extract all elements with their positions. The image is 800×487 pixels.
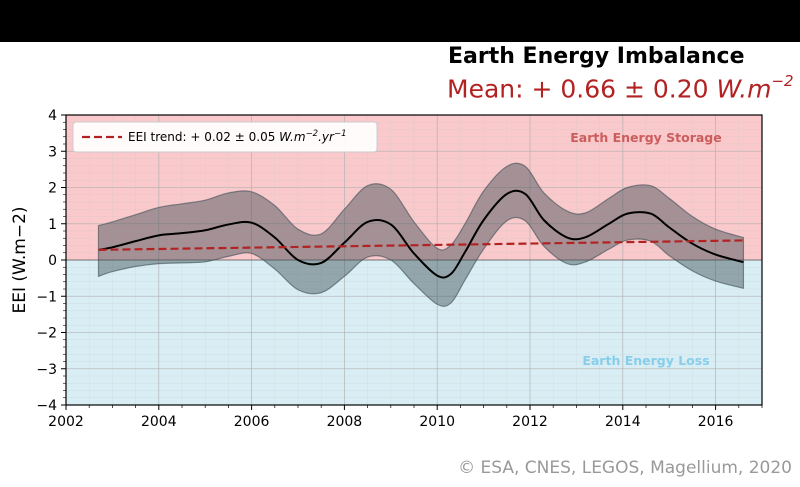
eei-mean-line [98,189,744,279]
y-tick-label: −4 [36,398,57,414]
x-tick-label: 2012 [512,414,548,430]
top-black-bar [0,0,800,42]
chart-title: Earth Energy Imbalance [448,44,745,69]
subtitle-unit: W.m [716,74,772,104]
y-tick-label: 1 [48,217,57,233]
y-tick-label: −3 [36,362,57,378]
x-tick-label: 2006 [234,414,270,430]
x-tick-label: 2014 [605,414,641,430]
y-tick-label: −1 [36,289,57,305]
y-tick-label: 0 [48,253,57,269]
y-tick-label: 2 [48,181,57,197]
chart-subtitle: Mean: + 0.66 ± 0.20 W.m−2 [447,72,794,104]
loss-label: Earth Energy Loss [582,353,709,368]
x-tick-label: 2010 [419,414,455,430]
legend-unit: W.m [279,130,305,144]
subtitle-exponent: −2 [771,72,794,90]
x-tick-label: 2002 [48,414,84,430]
legend-exp2: −1 [334,129,347,139]
y-tick-label: −2 [36,326,57,342]
y-tick-label: 4 [48,108,57,124]
subtitle-prefix: Mean: + 0.66 ± 0.20 [447,74,717,104]
legend-exp1: −2 [306,129,319,139]
legend-box [72,121,378,153]
y-tick-label: 3 [48,144,57,160]
x-tick-label: 2004 [141,414,177,430]
legend-mid: .yr [318,130,335,144]
copyright-credit: © ESA, CNES, LEGOS, Magellium, 2020 [458,458,792,478]
uncertainty-band [97,162,745,307]
legend-prefix: EEI trend: + 0.02 ± 0.05 [128,130,279,144]
legend-trend-label: EEI trend: + 0.02 ± 0.05 W.m−2.yr−1 [128,129,346,144]
storage-label: Earth Energy Storage [570,130,721,145]
x-tick-label: 2016 [698,414,734,430]
y-axis-label: EEI (W.m−2) [10,206,30,313]
x-tick-label: 2008 [327,414,363,430]
